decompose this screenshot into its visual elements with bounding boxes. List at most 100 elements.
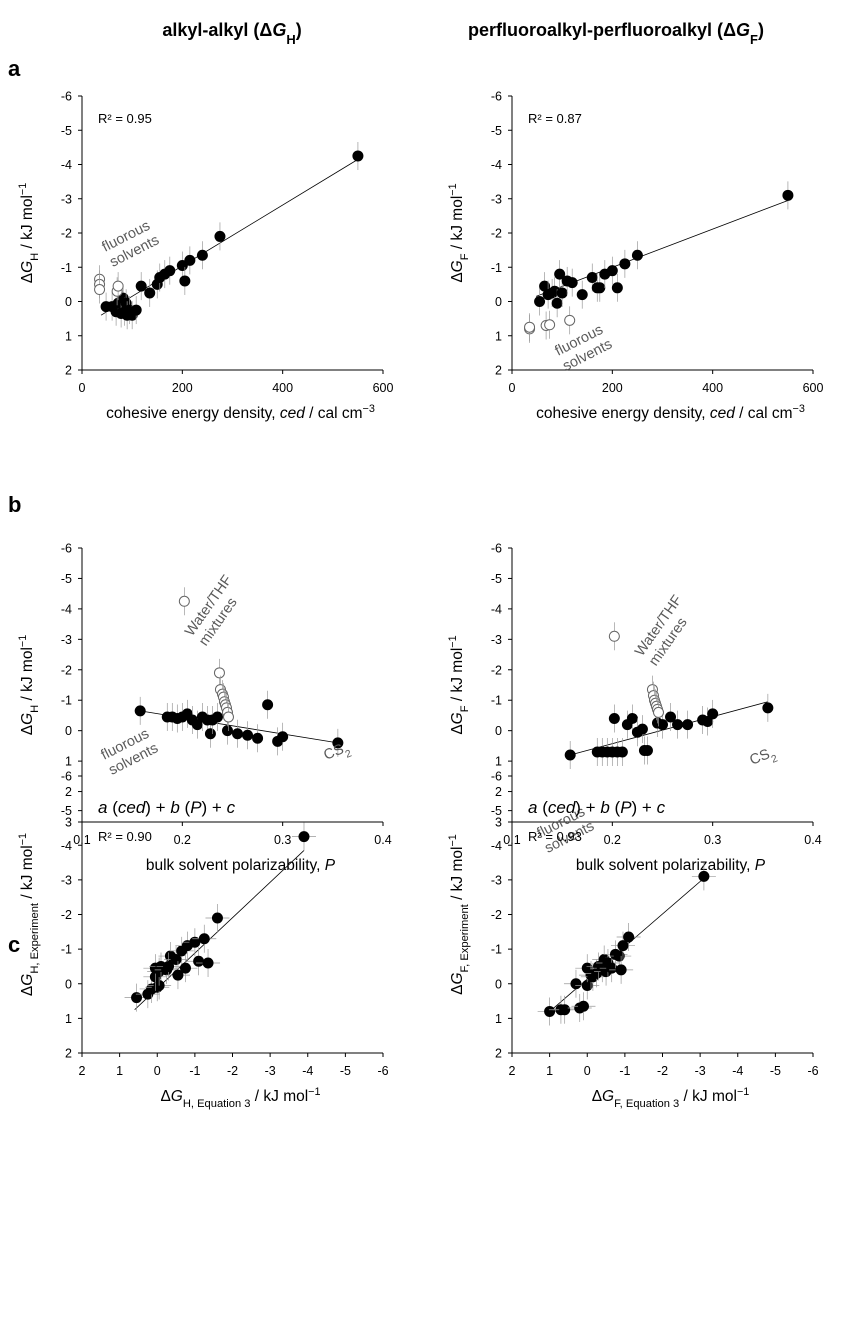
data-point-filled bbox=[672, 719, 684, 731]
y-tick-label: 2 bbox=[65, 364, 72, 378]
data-point-filled bbox=[179, 275, 191, 287]
y-axis-label: ΔGH, Experiment / kJ mol−1 bbox=[17, 833, 41, 996]
data-point-filled bbox=[352, 150, 364, 162]
label-part: P bbox=[325, 857, 336, 874]
label-part: / kJ mol bbox=[449, 847, 466, 905]
x-tick-label: -4 bbox=[732, 1064, 743, 1078]
y-tick-label: -4 bbox=[491, 602, 502, 616]
y-tick-label: -1 bbox=[61, 943, 72, 957]
y-tick-label: 0 bbox=[65, 724, 72, 738]
annotation-fluorous-solvents: fluoroussolvents bbox=[99, 725, 161, 779]
data-point-filled bbox=[131, 992, 143, 1004]
x-tick-label: 0.2 bbox=[604, 833, 621, 847]
label-part: / kJ mol bbox=[19, 647, 36, 705]
data-point-filled bbox=[551, 297, 563, 309]
label-part: ( bbox=[107, 798, 118, 817]
label-part: / kJ mol bbox=[449, 648, 466, 706]
data-point-open bbox=[564, 314, 576, 326]
label-part: ced bbox=[118, 798, 146, 817]
label-part: bulk solvent polarizability, bbox=[146, 857, 325, 874]
x-tick-label: 0.4 bbox=[374, 833, 391, 847]
y-tick-label: -5 bbox=[491, 804, 502, 818]
label-part: ( bbox=[537, 798, 548, 817]
y-tick-label: -3 bbox=[491, 633, 502, 647]
label-part: F bbox=[750, 32, 758, 47]
y-tick-label: -4 bbox=[491, 839, 502, 853]
label-part: H bbox=[29, 705, 41, 713]
y-tick-label: -3 bbox=[61, 873, 72, 887]
x-tick-label: -3 bbox=[695, 1064, 706, 1078]
x-axis-label: bulk solvent polarizability, P bbox=[146, 857, 336, 874]
label-part: b bbox=[170, 798, 179, 817]
label-part: −1 bbox=[447, 834, 459, 846]
x-tick-label: 0.2 bbox=[174, 833, 191, 847]
data-point-filled bbox=[559, 1004, 571, 1016]
y-tick-label: 3 bbox=[65, 816, 72, 830]
label-part: / kJ mol bbox=[19, 195, 36, 253]
label-part: ) + bbox=[145, 798, 170, 817]
data-point-filled bbox=[221, 725, 233, 737]
label-part: F bbox=[459, 705, 471, 712]
label-part: / kJ mol bbox=[679, 1088, 737, 1105]
data-point-filled bbox=[184, 254, 196, 266]
data-point-filled bbox=[698, 870, 710, 882]
y-tick-label: -5 bbox=[61, 572, 72, 586]
panel-letter-b: b bbox=[8, 492, 21, 517]
data-point-open bbox=[178, 595, 190, 607]
data-point-filled bbox=[682, 719, 694, 731]
y-tick-label: -6 bbox=[491, 542, 502, 556]
y-axis-label: ΔGH / kJ mol−1 bbox=[17, 635, 41, 736]
chart-a-right: 2 1 0 -1 -2 -3 -4 -5 -6 0 200 400 600 ΔGF / kJ mol−1 c… bbox=[447, 90, 823, 423]
y-tick-label: -2 bbox=[61, 663, 72, 677]
data-point-filled bbox=[623, 931, 635, 943]
data-point-open bbox=[608, 630, 620, 642]
y-tick-label: 0 bbox=[495, 724, 502, 738]
fit-line bbox=[535, 200, 789, 297]
y-tick-label: 1 bbox=[65, 1012, 72, 1026]
y-tick-label: -2 bbox=[61, 227, 72, 241]
label-part: G bbox=[449, 972, 466, 984]
label-part: F, Equation 3 bbox=[614, 1098, 679, 1110]
data-point-filled bbox=[189, 936, 201, 948]
data-point-filled bbox=[211, 711, 223, 723]
y-tick-label: -2 bbox=[491, 908, 502, 922]
data-point-filled bbox=[211, 912, 223, 924]
y-tick-label: -2 bbox=[491, 227, 502, 241]
y-tick-label: 2 bbox=[495, 364, 502, 378]
label-part: F bbox=[459, 253, 471, 260]
data-point-filled bbox=[594, 282, 606, 294]
x-tick-label: -5 bbox=[340, 1064, 351, 1078]
label-part: ced bbox=[710, 405, 736, 422]
label-part: c bbox=[657, 798, 666, 817]
data-point-filled bbox=[179, 962, 191, 974]
label-part: G bbox=[19, 261, 36, 273]
panel-letter-c: c bbox=[8, 932, 20, 957]
label-part: cohesive energy density, bbox=[536, 405, 710, 422]
data-point-filled bbox=[534, 296, 546, 307]
data-point-filled bbox=[626, 712, 638, 724]
data-point-filled bbox=[332, 737, 344, 749]
equation-label: a (ced) + b (P) + c bbox=[98, 798, 236, 817]
label-part: a bbox=[528, 798, 537, 817]
data-point-filled bbox=[198, 933, 210, 945]
y-tick-label: -6 bbox=[491, 90, 502, 104]
x-axis-label: ΔGF, Equation 3 / kJ mol−1 bbox=[592, 1086, 750, 1110]
r-squared-label: R² = 0.93 bbox=[528, 829, 582, 844]
label-part: G bbox=[19, 974, 36, 986]
x-tick-label: 200 bbox=[172, 381, 193, 395]
x-tick-label: 400 bbox=[702, 381, 723, 395]
data-point-filled bbox=[134, 705, 146, 717]
data-point-filled bbox=[564, 749, 576, 761]
data-point-filled bbox=[576, 289, 588, 301]
y-tick-label: 1 bbox=[65, 755, 72, 769]
y-tick-label: -5 bbox=[491, 124, 502, 138]
data-point-filled bbox=[586, 272, 598, 284]
y-tick-label: -6 bbox=[61, 542, 72, 556]
header-left: alkyl-alkyl (ΔGH) bbox=[162, 20, 301, 47]
label-part: Δ bbox=[449, 272, 466, 282]
axes-frame bbox=[81, 548, 383, 823]
y-tick-label: -5 bbox=[61, 124, 72, 138]
y-axis-label: ΔGF, Experiment / kJ mol−1 bbox=[447, 834, 471, 995]
